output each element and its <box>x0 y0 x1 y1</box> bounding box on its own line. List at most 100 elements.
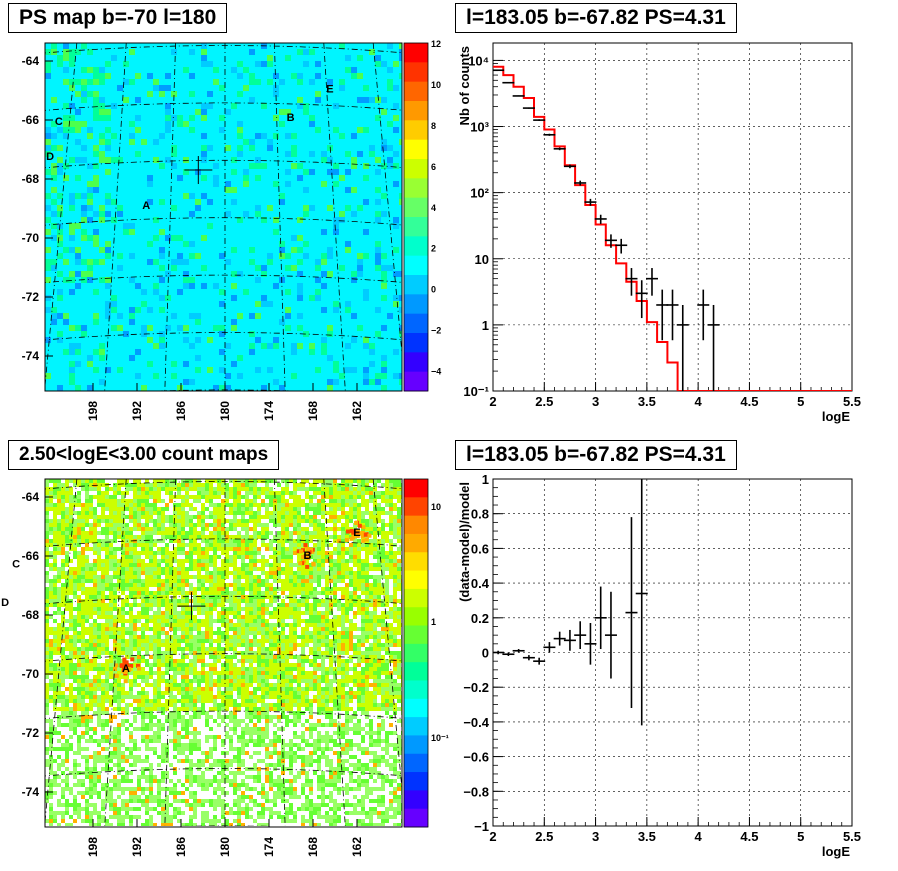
x-tick-label: 174 <box>262 401 276 421</box>
map-pixel <box>303 229 309 235</box>
map-pixel <box>171 307 177 313</box>
map-pixel <box>219 187 225 193</box>
map-pixel <box>393 483 397 487</box>
map-pixel <box>81 385 87 391</box>
map-pixel <box>135 373 141 379</box>
map-pixel <box>313 487 317 491</box>
map-pixel <box>345 355 351 361</box>
map-pixel <box>189 519 193 523</box>
map-pixel <box>129 519 133 523</box>
map-pixel <box>231 187 237 193</box>
map-pixel <box>315 265 321 271</box>
map-pixel <box>189 539 193 543</box>
map-pixel <box>231 367 237 373</box>
map-pixel <box>63 43 69 49</box>
map-pixel <box>141 307 147 313</box>
map-pixel <box>137 523 141 527</box>
map-pixel <box>231 259 237 265</box>
map-pixel <box>213 479 217 483</box>
map-pixel <box>231 49 237 55</box>
map-pixel <box>353 499 357 503</box>
map-pixel <box>111 97 117 103</box>
map-pixel <box>109 523 113 527</box>
map-pixel <box>337 503 341 507</box>
map-pixel <box>177 283 183 289</box>
map-pixel <box>237 337 243 343</box>
map-pixel <box>213 343 219 349</box>
map-pixel <box>363 133 369 139</box>
map-pixel <box>213 511 217 515</box>
map-pixel <box>133 519 137 523</box>
colorbar-cell <box>404 371 428 392</box>
map-pixel <box>297 343 303 349</box>
map-pixel <box>87 313 93 319</box>
map-pixel <box>377 535 381 539</box>
map-pixel <box>45 519 49 523</box>
map-pixel <box>375 193 381 199</box>
map-pixel <box>363 265 369 271</box>
map-pixel <box>237 361 243 367</box>
map-pixel <box>209 515 213 519</box>
map-pixel <box>195 121 201 127</box>
map-pixel <box>117 313 123 319</box>
map-pixel <box>281 499 285 503</box>
map-pixel <box>341 487 345 491</box>
map-pixel <box>183 253 189 259</box>
map-pixel <box>261 301 267 307</box>
map-pixel <box>153 507 157 511</box>
map-pixel <box>171 79 177 85</box>
map-pixel <box>231 361 237 367</box>
map-pixel <box>265 539 269 543</box>
map-pixel <box>385 495 389 499</box>
map-pixel <box>197 507 201 511</box>
map-pixel <box>185 519 189 523</box>
map-pixel <box>129 73 135 79</box>
map-pixel <box>189 283 195 289</box>
map-pixel <box>297 495 301 499</box>
map-pixel <box>221 499 225 503</box>
map-pixel <box>333 319 339 325</box>
map-pixel <box>177 181 183 187</box>
map-pixel <box>105 145 111 151</box>
map-pixel <box>57 355 63 361</box>
map-pixel <box>339 295 345 301</box>
map-pixel <box>345 199 351 205</box>
map-pixel <box>297 43 303 49</box>
map-pixel <box>195 319 201 325</box>
map-pixel <box>399 211 402 217</box>
map-pixel <box>229 479 233 483</box>
map-pixel <box>309 535 313 539</box>
map-pixel <box>277 491 281 495</box>
map-pixel <box>297 479 301 483</box>
map-pixel <box>99 337 105 343</box>
map-pixel <box>243 295 249 301</box>
map-pixel <box>393 487 397 491</box>
map-pixel <box>381 85 387 91</box>
map-pixel <box>261 495 265 499</box>
map-pixel <box>69 133 75 139</box>
map-pixel <box>69 175 75 181</box>
map-pixel <box>285 211 291 217</box>
map-pixel <box>147 205 153 211</box>
map-pixel <box>273 349 279 355</box>
map-pixel <box>181 507 185 511</box>
map-pixel <box>237 61 243 67</box>
map-pixel <box>321 361 327 367</box>
map-pixel <box>121 507 125 511</box>
map-pixel <box>285 97 291 103</box>
map-pixel <box>189 349 195 355</box>
map-pixel <box>87 241 93 247</box>
map-pixel <box>193 491 197 495</box>
map-pixel <box>261 331 267 337</box>
map-pixel <box>393 519 397 523</box>
map-pixel <box>63 349 69 355</box>
map-pixel <box>141 535 145 539</box>
map-pixel <box>63 175 69 181</box>
map-pixel <box>365 515 369 519</box>
map-pixel <box>237 91 243 97</box>
map-pixel <box>153 259 159 265</box>
map-pixel <box>147 337 153 343</box>
map-pixel <box>185 511 189 515</box>
map-pixel <box>195 49 201 55</box>
map-pixel <box>285 313 291 319</box>
